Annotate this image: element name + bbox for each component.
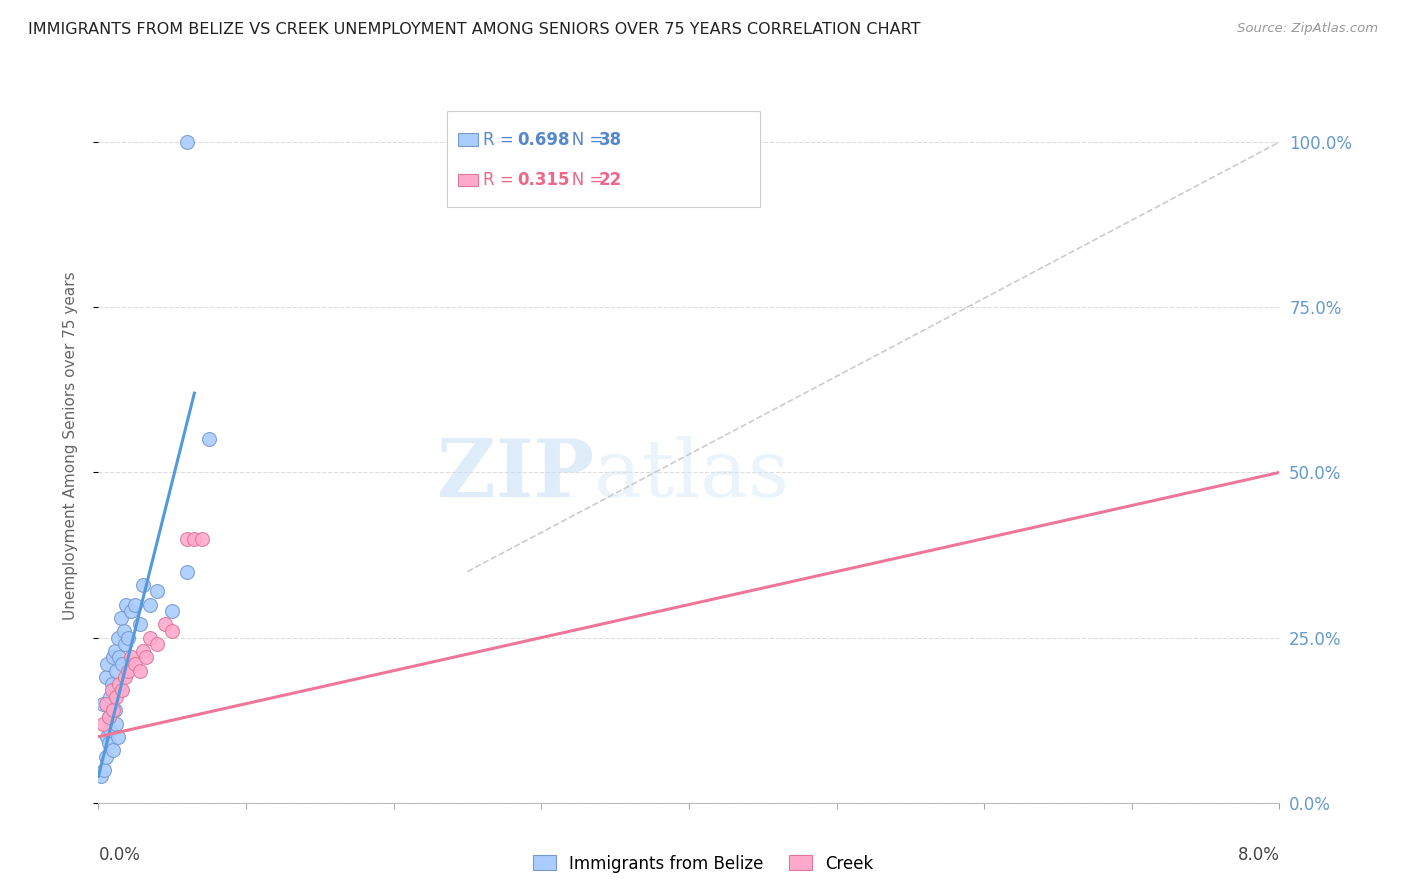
Point [108, 677, 131, 691]
Text: atlas: atlas [595, 435, 790, 514]
Point [103, 650, 125, 665]
Point [104, 703, 127, 717]
Point [104, 644, 127, 658]
Text: R =: R = [484, 171, 519, 189]
Point [94, 670, 117, 684]
Point [103, 743, 125, 757]
Point [117, 664, 139, 678]
Point [98, 723, 121, 738]
Point [128, 664, 150, 678]
Point [135, 650, 157, 665]
Point [96, 730, 118, 744]
Point [183, 532, 205, 546]
Text: 22: 22 [599, 171, 621, 189]
Point [96, 657, 118, 671]
Point [117, 631, 139, 645]
Text: IMMIGRANTS FROM BELIZE VS CREEK UNEMPLOYMENT AMONG SENIORS OVER 75 YEARS CORRELA: IMMIGRANTS FROM BELIZE VS CREEK UNEMPLOY… [28, 22, 921, 37]
Text: 0.315: 0.315 [517, 171, 569, 189]
Point [176, 135, 198, 149]
Point [107, 730, 129, 744]
Text: Source: ZipAtlas.com: Source: ZipAtlas.com [1237, 22, 1378, 36]
Point [93, 763, 115, 777]
Text: 8.0%: 8.0% [1237, 846, 1279, 863]
Point [94, 749, 117, 764]
Point [111, 683, 134, 698]
Point [114, 670, 136, 684]
Point [108, 650, 131, 665]
Point [111, 657, 134, 671]
Point [120, 650, 142, 665]
Point [107, 631, 129, 645]
Point [139, 631, 162, 645]
Point [128, 617, 150, 632]
Point [105, 716, 128, 731]
Point [191, 532, 214, 546]
Legend: Immigrants from Belize, Creek: Immigrants from Belize, Creek [526, 848, 880, 880]
Point [91, 716, 114, 731]
Point [112, 624, 135, 638]
Point [105, 690, 128, 704]
Point [146, 637, 169, 651]
Point [176, 532, 198, 546]
Point [124, 598, 146, 612]
Point [162, 604, 183, 618]
Point [198, 433, 221, 447]
Text: ZIP: ZIP [437, 435, 595, 514]
Point [139, 598, 162, 612]
Text: 0.698: 0.698 [517, 130, 569, 148]
Text: N =: N = [557, 130, 609, 148]
Point [98, 690, 121, 704]
Point [105, 664, 128, 678]
Point [124, 657, 146, 671]
Point [132, 644, 155, 658]
Point [97, 710, 120, 724]
Point [176, 565, 198, 579]
Point [91, 697, 114, 711]
Point [115, 598, 138, 612]
Y-axis label: Unemployment Among Seniors over 75 years: Unemployment Among Seniors over 75 years [63, 272, 77, 620]
Point [114, 637, 136, 651]
Point [97, 710, 120, 724]
Point [110, 683, 132, 698]
Point [97, 736, 120, 750]
Text: N =: N = [557, 171, 609, 189]
Text: 0.0%: 0.0% [98, 846, 141, 863]
Point [132, 578, 155, 592]
Text: R =: R = [484, 130, 519, 148]
Text: 38: 38 [599, 130, 621, 148]
Point [100, 683, 122, 698]
Point [153, 617, 176, 632]
Point [162, 624, 183, 638]
Point [103, 703, 125, 717]
Point [110, 611, 132, 625]
Point [100, 677, 122, 691]
Point [146, 584, 169, 599]
Point [90, 769, 112, 783]
Point [120, 604, 142, 618]
Point [94, 697, 117, 711]
